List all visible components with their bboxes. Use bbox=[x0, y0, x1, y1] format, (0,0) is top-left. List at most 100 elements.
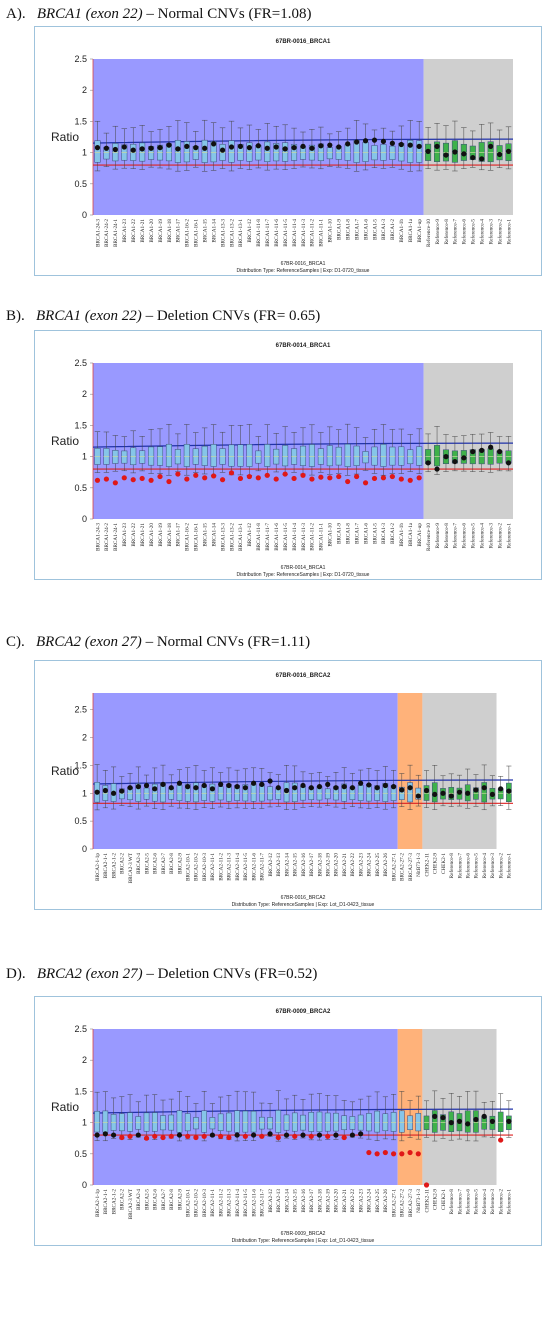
sample-point bbox=[333, 785, 339, 791]
category-label: BRCA2-15 bbox=[293, 853, 299, 877]
category-label: BRCA2-25 bbox=[375, 853, 381, 877]
sample-point bbox=[432, 791, 438, 797]
category-label: BRCA1-6 bbox=[363, 523, 369, 544]
sample-point bbox=[479, 447, 485, 453]
sample-point bbox=[473, 1116, 479, 1123]
panel-a-chart: 67BR-0016_BRCA1 0 0.5 1 1.5 2 2.5 Ratio BRCA1-24… bbox=[34, 26, 542, 276]
sample-point bbox=[282, 146, 288, 152]
box bbox=[259, 1116, 265, 1130]
sample-point bbox=[318, 143, 324, 149]
box bbox=[380, 444, 387, 467]
category-label: BRCA1-18 bbox=[167, 219, 173, 243]
category-label: BRCA1-12 bbox=[247, 523, 253, 547]
sample-point bbox=[354, 473, 360, 480]
sample-point bbox=[209, 1132, 216, 1138]
category-label: BRCA2-1-2 bbox=[111, 853, 117, 879]
sample-point bbox=[160, 1134, 166, 1141]
box bbox=[273, 143, 280, 162]
sample-point bbox=[267, 778, 273, 784]
region-band bbox=[423, 59, 513, 215]
sample-point bbox=[399, 787, 405, 793]
sample-point bbox=[470, 154, 476, 161]
sample-point bbox=[110, 1132, 117, 1138]
category-label: Reference-6 bbox=[465, 853, 472, 879]
sample-point bbox=[127, 1133, 133, 1139]
box bbox=[324, 788, 331, 800]
sample-point bbox=[318, 474, 324, 480]
category-label: Reference-2 bbox=[496, 219, 503, 245]
sample-point bbox=[398, 476, 404, 482]
box bbox=[362, 141, 369, 162]
box bbox=[228, 140, 235, 163]
chart-footer-dist: Distribution Type: ReferenceSamples | Ex… bbox=[237, 268, 370, 274]
sample-point bbox=[152, 786, 158, 792]
sample-point bbox=[479, 156, 485, 162]
category-label: BRCA2-2 bbox=[120, 853, 126, 874]
box bbox=[209, 1117, 216, 1130]
sample-point bbox=[292, 1133, 298, 1139]
sample-point bbox=[193, 145, 199, 151]
sample-point bbox=[461, 455, 467, 461]
y-tick-label: 1.5 bbox=[74, 1086, 87, 1096]
sample-point bbox=[416, 475, 422, 481]
category-label: CHEK2-9 bbox=[433, 1189, 439, 1210]
sample-point bbox=[407, 1149, 413, 1156]
category-label: BRCA1-11-6 bbox=[274, 219, 280, 247]
panel-c-gene: BRCA2 (exon 27) bbox=[36, 634, 142, 650]
sample-point bbox=[275, 785, 281, 791]
box bbox=[326, 147, 333, 160]
box bbox=[201, 139, 208, 163]
category-label: BRCA1-11-8 bbox=[256, 219, 262, 247]
sample-point bbox=[176, 1132, 183, 1138]
category-label: BRCA1-23 bbox=[122, 219, 128, 243]
box bbox=[264, 141, 271, 162]
category-label: NitB73-1-3 bbox=[416, 853, 422, 877]
sample-point bbox=[219, 147, 226, 153]
sample-point bbox=[121, 475, 127, 481]
panel-a-gene: BRCA1 (exon 22) bbox=[36, 6, 143, 22]
y-tick-label: 2 bbox=[82, 389, 87, 399]
box bbox=[333, 1112, 339, 1132]
box bbox=[431, 1110, 438, 1133]
panel-d-desc: – Deletion CNVs (FR=0.52) bbox=[142, 966, 318, 982]
category-label: Reference-3 bbox=[489, 1189, 496, 1215]
sample-point bbox=[448, 1120, 454, 1126]
sample-point bbox=[130, 147, 136, 153]
category-label: BRCA1-11-2 bbox=[310, 219, 316, 247]
y-tick-label: 0.5 bbox=[74, 179, 87, 189]
category-label: BRCA2-13 bbox=[276, 853, 282, 877]
category-label: BRCA2-3 WT bbox=[128, 852, 134, 883]
sample-point bbox=[237, 143, 244, 149]
category-label: BRCA2-22 bbox=[350, 1189, 356, 1213]
category-label: BRCA1-13-2 bbox=[229, 523, 235, 551]
box bbox=[209, 783, 216, 802]
sample-point bbox=[102, 1131, 108, 1137]
category-label: BRCA1-5 bbox=[372, 219, 378, 240]
category-label: BRCA2-11-7 bbox=[260, 853, 266, 881]
category-label: Reference-3 bbox=[487, 219, 494, 245]
sample-point bbox=[300, 1132, 306, 1138]
box bbox=[415, 1113, 422, 1132]
box bbox=[237, 444, 244, 467]
chart-title: 67BR-0009_BRCA2 bbox=[276, 1009, 331, 1015]
box bbox=[157, 446, 164, 466]
sample-point bbox=[119, 1134, 125, 1141]
y-tick-label: 0 bbox=[82, 514, 87, 524]
category-label: Reference-1 bbox=[505, 219, 512, 245]
sample-point bbox=[470, 449, 476, 455]
category-label: BRCA2-18 bbox=[317, 853, 323, 877]
category-label: BRCA1-17 bbox=[176, 219, 182, 243]
category-label: BRCA1-24-2 bbox=[104, 219, 110, 247]
box bbox=[282, 142, 289, 162]
category-label: BRCA2-11-6 bbox=[251, 1189, 257, 1217]
category-label: CHEK2-1 bbox=[441, 853, 447, 874]
category-label: BRCA2-3 WT bbox=[128, 1188, 134, 1219]
sample-point bbox=[349, 785, 356, 791]
category-label: Reference-9 bbox=[434, 219, 441, 245]
category-label: BRCA1-13-3 bbox=[220, 219, 226, 247]
sample-point bbox=[415, 1151, 421, 1157]
box bbox=[139, 142, 146, 162]
box bbox=[434, 445, 441, 467]
y-tick-label: 1 bbox=[82, 1118, 87, 1128]
sample-point bbox=[434, 143, 440, 149]
